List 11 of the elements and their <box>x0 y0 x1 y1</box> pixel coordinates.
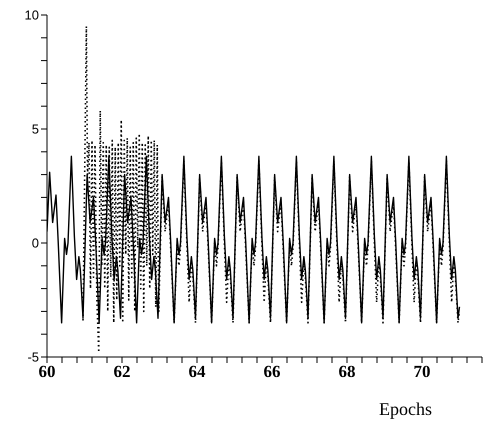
y-tick-label: 5 <box>32 122 39 137</box>
x-tick-label: 68 <box>338 362 356 382</box>
x-tick-label: 60 <box>38 362 56 382</box>
y-tick-label: 10 <box>24 8 39 23</box>
y-tick-label: 0 <box>32 236 39 251</box>
x-tick-label: 62 <box>114 362 130 382</box>
y-tick-label: -5 <box>27 350 39 365</box>
x-tick-label: 66 <box>264 362 280 382</box>
x-tick-label: 70 <box>414 362 430 382</box>
x-axis-title: Epochs <box>379 399 432 419</box>
x-tick-label: 64 <box>188 362 206 382</box>
